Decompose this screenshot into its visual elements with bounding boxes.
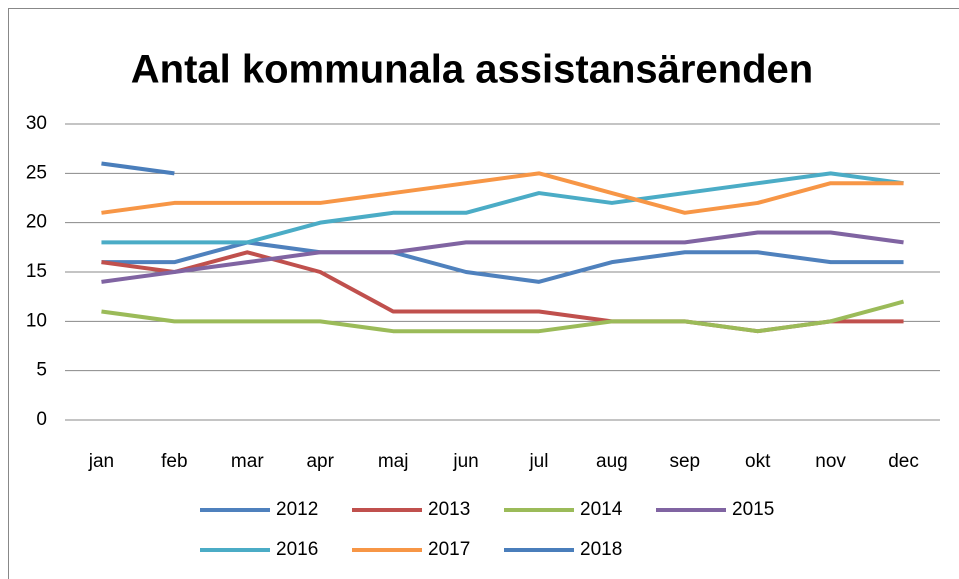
legend-label: 2016 [276, 539, 318, 560]
x-tick-label: jun [452, 451, 478, 472]
legend-label: 2017 [428, 539, 470, 560]
legend-label: 2014 [580, 499, 623, 520]
y-tick-label: 10 [26, 310, 47, 331]
series-line [101, 171, 904, 215]
x-tick-label: dec [888, 451, 919, 472]
x-tick-label: aug [596, 451, 628, 472]
y-tick-label: 20 [26, 212, 47, 233]
legend-label: 2013 [428, 499, 470, 520]
x-tick-label: nov [815, 451, 846, 472]
chart-border [8, 8, 959, 579]
x-tick-label: sep [669, 451, 700, 472]
legend-label: 2012 [276, 499, 318, 520]
y-tick-label: 25 [26, 162, 47, 183]
y-tick-label: 5 [36, 360, 47, 381]
x-tick-label: feb [161, 451, 187, 472]
series-line [101, 161, 175, 176]
x-tick-label: mar [231, 451, 264, 472]
y-tick-label: 30 [26, 113, 47, 134]
x-tick-label: okt [745, 451, 771, 472]
legend-label: 2015 [732, 499, 774, 520]
x-tick-label: jul [528, 451, 548, 472]
x-tick-label: jan [88, 451, 114, 472]
y-tick-label: 15 [26, 261, 47, 282]
chart-title: Antal kommunala assistansärenden [131, 48, 813, 92]
series-line [101, 171, 904, 245]
x-tick-label: apr [306, 451, 334, 472]
series-line [101, 230, 904, 284]
legend-label: 2018 [580, 539, 622, 560]
x-tick-label: maj [378, 451, 409, 472]
y-tick-label: 0 [36, 409, 47, 430]
series-line [101, 240, 904, 284]
series-line [101, 299, 905, 334]
